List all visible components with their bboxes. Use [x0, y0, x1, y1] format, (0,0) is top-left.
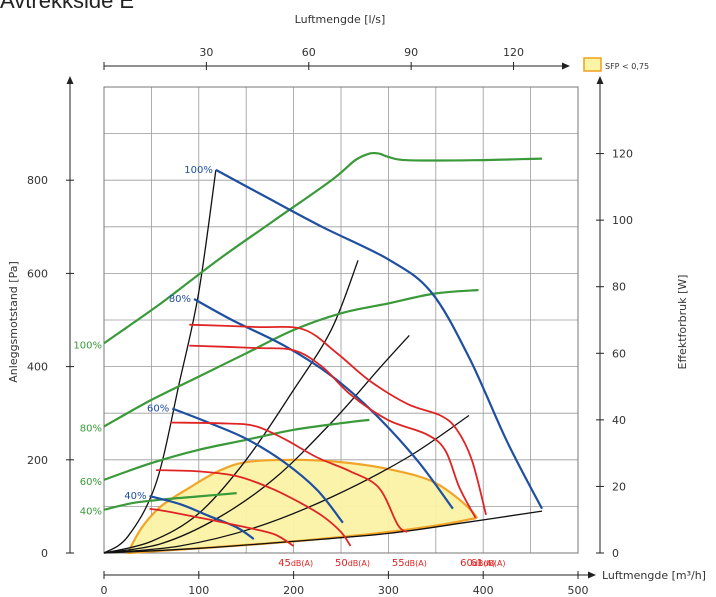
x-bottom-tick-label: 200	[283, 584, 304, 597]
system-curve	[103, 414, 470, 554]
noise-unit: dB(A)	[473, 559, 495, 568]
fan-curve	[171, 407, 344, 524]
noise-label: 55dB(A)	[392, 558, 427, 569]
y-right-axis-title: Effektforbruk [W]	[676, 275, 689, 370]
y-right-tick-label: 80	[612, 281, 626, 294]
noise-curve	[189, 323, 487, 516]
system-curve	[103, 510, 543, 554]
system-curve	[103, 169, 217, 554]
x-bottom-tick-label: 400	[473, 584, 494, 597]
y-left-axis-title: Anleggsmotstand [Pa]	[7, 261, 20, 382]
noise-value: 60	[460, 558, 473, 569]
power-speed-label: 100%	[73, 340, 102, 351]
system-curve	[103, 334, 410, 554]
y-right-tick-label: 20	[612, 480, 626, 493]
fan-speed-label: 100%	[184, 165, 213, 176]
power-speed-label: 60%	[80, 477, 102, 488]
x-top-axis-title: Luftmengde [l/s]	[295, 13, 386, 26]
noise-label: 45dB(A)	[278, 558, 313, 569]
power-speed-label: 80%	[80, 424, 102, 435]
system-curve	[103, 260, 359, 554]
x-top-tick-label: 120	[503, 46, 524, 59]
noise-unit: dB(A)	[348, 559, 370, 568]
noise-curve	[149, 507, 295, 547]
sfp-region	[126, 458, 478, 555]
noise-curve	[156, 469, 352, 547]
legend-label: SFP < 0,75	[605, 62, 649, 71]
y-right-axis-arrow	[596, 76, 604, 84]
y-right-tick-label: 100	[612, 214, 633, 227]
fan-curve	[215, 168, 543, 510]
noise-unit: dB(A)	[291, 559, 313, 568]
y-left-tick-label: 200	[27, 454, 48, 467]
y-right-tick-label: 0	[612, 547, 619, 560]
page-title: Avtrekkside E	[0, 0, 135, 13]
x-top-tick-label: 30	[199, 46, 213, 59]
noise-value: 45	[278, 558, 291, 569]
x-top-axis-arrow	[562, 62, 570, 70]
noise-value: 50	[335, 558, 348, 569]
noise-label: 50dB(A)	[335, 558, 370, 569]
noise-value: 55	[392, 558, 405, 569]
fan-speed-label: 80%	[169, 294, 191, 305]
sfp-region-layer	[126, 458, 478, 555]
x-bottom-tick-label: 0	[101, 584, 108, 597]
x-bottom-tick-label: 100	[188, 584, 209, 597]
y-left-tick-label: 0	[41, 547, 48, 560]
y-left-tick-label: 800	[27, 174, 48, 187]
x-bottom-tick-label: 500	[568, 584, 589, 597]
noise-label: 61dB(A)	[471, 558, 506, 569]
y-left-tick-label: 400	[27, 361, 48, 374]
curve-labels: 100%80%60%40%100%80%60%40%45dB(A) 50dB(A)…	[73, 165, 505, 569]
noise-value: 61	[471, 558, 484, 569]
power-curve	[103, 288, 479, 428]
y-left-tick-label: 600	[27, 267, 48, 280]
x-bottom-axis-title: Luftmengde [m³/h]	[602, 569, 706, 582]
x-top-tick-label: 90	[404, 46, 418, 59]
plot-frame	[103, 86, 579, 554]
system-curves	[103, 169, 543, 554]
x-top-tick-label: 60	[302, 46, 316, 59]
power-curves	[103, 151, 543, 511]
x-bottom-tick-label: 300	[378, 584, 399, 597]
legend: SFP < 0,75	[583, 57, 649, 72]
y-left-axis-arrow	[66, 76, 74, 84]
noise-label: 60dB(A)	[460, 558, 495, 569]
x-bottom-axis-arrow	[588, 571, 596, 579]
y-right-tick-label: 120	[612, 148, 633, 161]
legend-swatch	[583, 57, 602, 72]
fan-speed-label: 60%	[147, 404, 169, 415]
noise-unit: dB(A)	[405, 559, 427, 568]
noise-curves	[149, 323, 487, 547]
fan-speed-label: 40%	[124, 491, 146, 502]
power-speed-label: 40%	[80, 507, 102, 518]
power-curve	[103, 151, 543, 345]
fan-curve	[149, 495, 255, 540]
y-right-tick-label: 40	[612, 414, 626, 427]
noise-curve	[170, 421, 408, 533]
noise-unit: dB(A)	[483, 559, 505, 568]
noise-curve	[189, 344, 477, 519]
y-right-tick-label: 60	[612, 347, 626, 360]
